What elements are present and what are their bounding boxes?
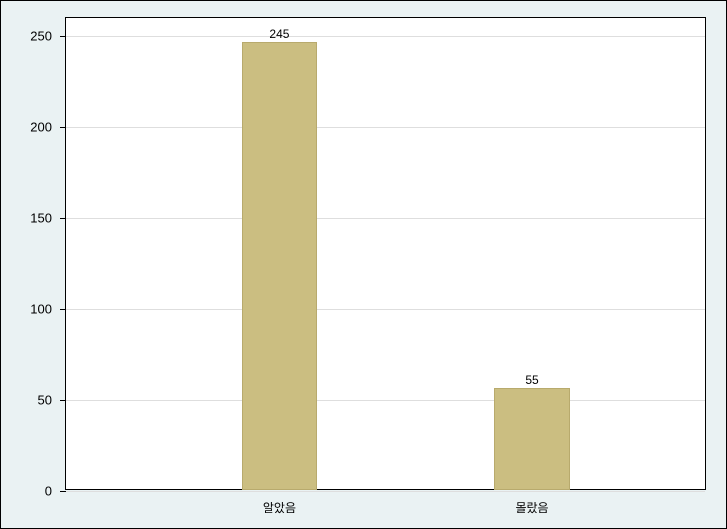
xtick-label: 알았음 bbox=[263, 499, 296, 516]
ytick-label: 200 bbox=[30, 120, 52, 135]
ytick-mark bbox=[60, 400, 66, 401]
gridline bbox=[66, 127, 705, 128]
plot-area: 050100150200250245알았음55몰랐음 bbox=[65, 17, 706, 490]
ytick-mark bbox=[60, 127, 66, 128]
gridline bbox=[66, 309, 705, 310]
ytick-label: 0 bbox=[45, 484, 52, 499]
bar bbox=[243, 43, 317, 489]
ytick-label: 150 bbox=[30, 211, 52, 226]
ytick-label: 50 bbox=[38, 393, 52, 408]
chart-container: 0 50 100 150 200 250 245 알았음 55 몰랐음 bbox=[0, 0, 727, 529]
ytick-mark bbox=[60, 491, 66, 492]
bar bbox=[495, 389, 569, 489]
ytick-label: 250 bbox=[30, 29, 52, 44]
bar-value-label: 245 bbox=[269, 27, 289, 41]
ytick-mark bbox=[60, 309, 66, 310]
xtick-label: 몰랐음 bbox=[515, 499, 548, 516]
bar-value-label: 55 bbox=[525, 373, 538, 387]
ytick-mark bbox=[60, 36, 66, 37]
ytick-label: 100 bbox=[30, 302, 52, 317]
gridline bbox=[66, 218, 705, 219]
ytick-mark bbox=[60, 218, 66, 219]
gridline bbox=[66, 400, 705, 401]
gridline bbox=[66, 491, 705, 492]
gridline bbox=[66, 36, 705, 37]
